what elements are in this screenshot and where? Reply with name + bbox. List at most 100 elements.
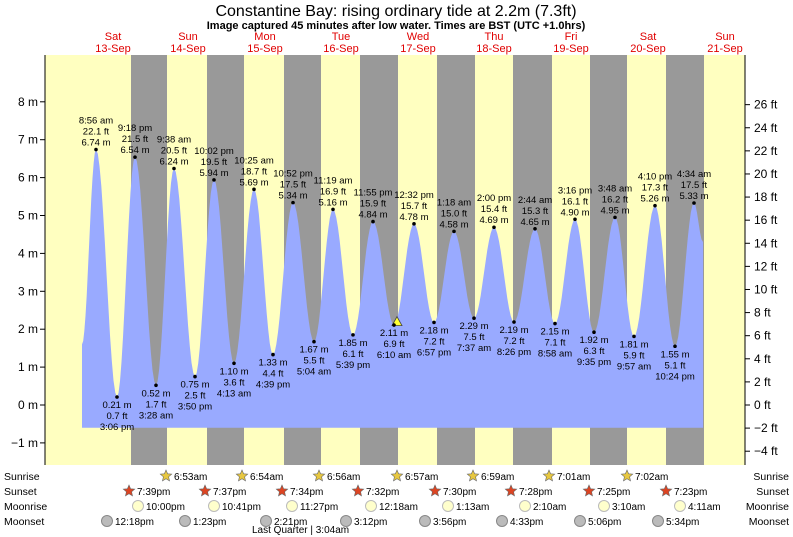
high-tide-time: 9:38 am (157, 135, 191, 146)
moonset-time: 3:56pm (433, 517, 466, 528)
high-tide-ft: 16.9 ft (320, 186, 347, 197)
row-label-right-sunset: Sunset (756, 486, 789, 498)
low-tide-point (432, 320, 436, 325)
moon-phase-label: Last Quarter | 3:04am (252, 525, 349, 536)
right-tick-label: 22 ft (754, 144, 778, 158)
low-tide-m: 0.21 m (102, 400, 131, 411)
high-tide-time: 8:56 am (79, 116, 113, 127)
moonset-icon (496, 515, 508, 527)
high-tide-ft: 16.1 ft (562, 196, 589, 207)
left-tick-label: 2 m (18, 322, 38, 336)
low-tide-time: 10:24 pm (655, 371, 695, 382)
high-tide-time: 4:34 am (677, 169, 711, 180)
low-tide-point (592, 330, 596, 335)
low-tide-ft: 7.2 ft (503, 336, 524, 347)
sunset-time: 7:25pm (597, 487, 630, 498)
moonset-icon (340, 515, 352, 527)
high-tide-point (172, 166, 176, 171)
high-tide-ft: 15.3 ft (522, 206, 549, 217)
row-label-right-sunrise: Sunrise (753, 471, 789, 483)
high-tide-ft: 15.9 ft (360, 199, 387, 210)
sun-moon-rows: Sunrise Sunrise Sunset Sunset Moonrise Moonri… (4, 469, 789, 536)
left-tick-label: 0 m (18, 398, 38, 412)
sunset-time: 7:30pm (443, 487, 476, 498)
high-tide-point (492, 225, 496, 230)
sunset-star-icon (582, 484, 596, 497)
low-tide-ft: 3.6 ft (223, 377, 244, 388)
low-tide-time: 3:28 am (139, 410, 173, 421)
low-tide-m: 2.18 m (419, 325, 448, 336)
moonset-time: 12:18pm (115, 517, 154, 528)
right-tick-label: 20 ft (754, 167, 778, 181)
low-tide-ft: 5.1 ft (664, 360, 685, 371)
row-label-left-sunrise: Sunrise (4, 471, 40, 483)
low-tide-point (232, 361, 236, 366)
sunset-star-icon (351, 484, 365, 497)
low-tide-ft: 1.7 ft (145, 399, 166, 410)
low-tide-point (154, 383, 158, 388)
high-tide-time: 4:10 pm (638, 172, 672, 183)
day-date: 17-Sep (400, 43, 435, 55)
sunrise-star-icon (620, 469, 634, 482)
moonset-time: 3:12pm (354, 517, 387, 528)
low-tide-ft: 6.3 ft (583, 346, 604, 357)
moonset-time: 5:34pm (666, 517, 699, 528)
moonset-icon (179, 515, 191, 527)
low-tide-time: 6:10 am (377, 350, 411, 361)
day-date: 21-Sep (707, 43, 742, 55)
low-tide-m: 1.81 m (619, 339, 648, 350)
sunset-time: 7:28pm (519, 487, 552, 498)
right-tick-label: 16 ft (754, 213, 778, 227)
right-tick-label: 6 ft (754, 329, 771, 343)
sunrise-star-icon (390, 469, 404, 482)
row-label-right-moonset: Moonset (749, 516, 789, 528)
right-tick-label: 24 ft (754, 121, 778, 135)
high-tide-m: 4.84 m (358, 210, 387, 221)
moonset-icon (652, 515, 664, 527)
row-label-left-moonrise: Moonrise (4, 501, 47, 513)
moonrise-time: 10:00pm (146, 502, 185, 513)
day-date: 13-Sep (95, 43, 130, 55)
low-tide-point (632, 334, 636, 339)
high-tide-time: 11:55 pm (354, 188, 393, 199)
low-tide-ft: 4.4 ft (262, 369, 283, 380)
right-tick-label: −2 ft (754, 421, 778, 435)
high-tide-time: 10:02 pm (194, 146, 234, 157)
low-tide-m: 0.75 m (180, 380, 209, 391)
low-tide-point (271, 352, 275, 357)
high-tide-time: 12:32 pm (394, 190, 434, 201)
low-tide-ft: 7.1 ft (544, 338, 565, 349)
sunset-star-icon (428, 484, 442, 497)
moonset-time: 5:06pm (588, 517, 621, 528)
moonrise-time: 2:10am (533, 502, 566, 513)
high-tide-m: 5.34 m (278, 191, 307, 202)
high-tide-point (291, 200, 295, 205)
low-tide-point (673, 344, 677, 349)
moonrise-time: 11:27pm (300, 502, 338, 513)
moonrise-icon (132, 500, 144, 512)
left-tick-label: 3 m (18, 284, 38, 298)
low-tide-ft: 7.2 ft (423, 336, 444, 347)
low-tide-point (392, 323, 396, 327)
low-tide-time: 6:57 pm (417, 347, 451, 358)
low-tide-m: 2.15 m (540, 327, 569, 338)
low-tide-m: 1.10 m (219, 366, 248, 377)
high-tide-m: 4.90 m (560, 207, 589, 218)
high-tide-ft: 21.5 ft (122, 134, 149, 145)
moonrise-time: 3:10am (612, 502, 645, 513)
low-tide-time: 5:39 pm (336, 360, 370, 371)
low-tide-point (351, 333, 355, 337)
sunset-time: 7:37pm (213, 487, 246, 498)
high-tide-time: 2:00 pm (477, 193, 511, 204)
high-tide-ft: 17.3 ft (642, 183, 669, 194)
sunrise-time: 7:01am (557, 472, 590, 483)
low-tide-time: 3:50 pm (178, 402, 212, 413)
high-tide-m: 5.33 m (679, 191, 708, 202)
low-tide-ft: 5.9 ft (623, 350, 644, 361)
sunrise-time: 7:02am (635, 472, 668, 483)
high-tide-point (94, 147, 98, 152)
left-tick-label: 6 m (18, 171, 38, 185)
moonrise-icon (286, 500, 298, 512)
moonrise-time: 4:11am (688, 502, 721, 513)
high-tide-ft: 17.5 ft (681, 180, 708, 191)
